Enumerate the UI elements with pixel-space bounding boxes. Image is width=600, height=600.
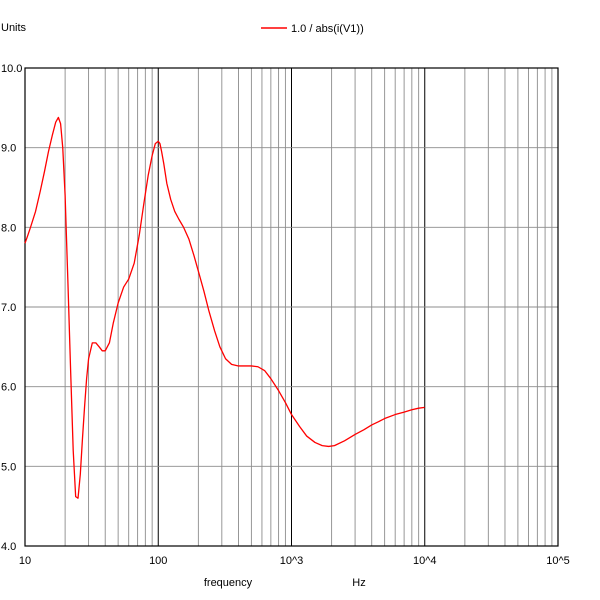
x-tick-label: 10 bbox=[19, 555, 31, 567]
x-axis-ticks: 10 100 10^3 10^4 10^5 bbox=[19, 555, 570, 567]
x-tick-label: 100 bbox=[149, 555, 167, 567]
x-tick-label: 10^4 bbox=[413, 555, 437, 567]
y-axis-label: Units bbox=[1, 22, 27, 34]
x-tick-label: 10^3 bbox=[280, 555, 304, 567]
y-tick-label: 8.0 bbox=[1, 222, 16, 234]
legend: 1.0 / abs(i(V1)) bbox=[261, 23, 364, 35]
series-layer bbox=[24, 116, 425, 499]
y-tick-label: 7.0 bbox=[1, 302, 16, 314]
y-tick-label: 10.0 bbox=[1, 63, 22, 75]
x-axis-unit: Hz bbox=[352, 577, 365, 589]
plot-frame bbox=[24, 67, 559, 547]
y-tick-label: 4.0 bbox=[1, 541, 16, 553]
x-axis-label: frequency bbox=[204, 577, 253, 589]
y-tick-label: 6.0 bbox=[1, 382, 16, 394]
legend-entry: 1.0 / abs(i(V1)) bbox=[291, 23, 364, 35]
y-tick-label: 9.0 bbox=[1, 143, 16, 155]
y-tick-label: 5.0 bbox=[1, 461, 16, 473]
series-line bbox=[24, 116, 425, 499]
x-tick-label: 10^5 bbox=[546, 555, 570, 567]
grid bbox=[25, 68, 558, 546]
plot-border bbox=[24, 67, 559, 547]
y-axis-ticks: 4.0 5.0 6.0 7.0 8.0 9.0 10.0 bbox=[1, 63, 22, 553]
